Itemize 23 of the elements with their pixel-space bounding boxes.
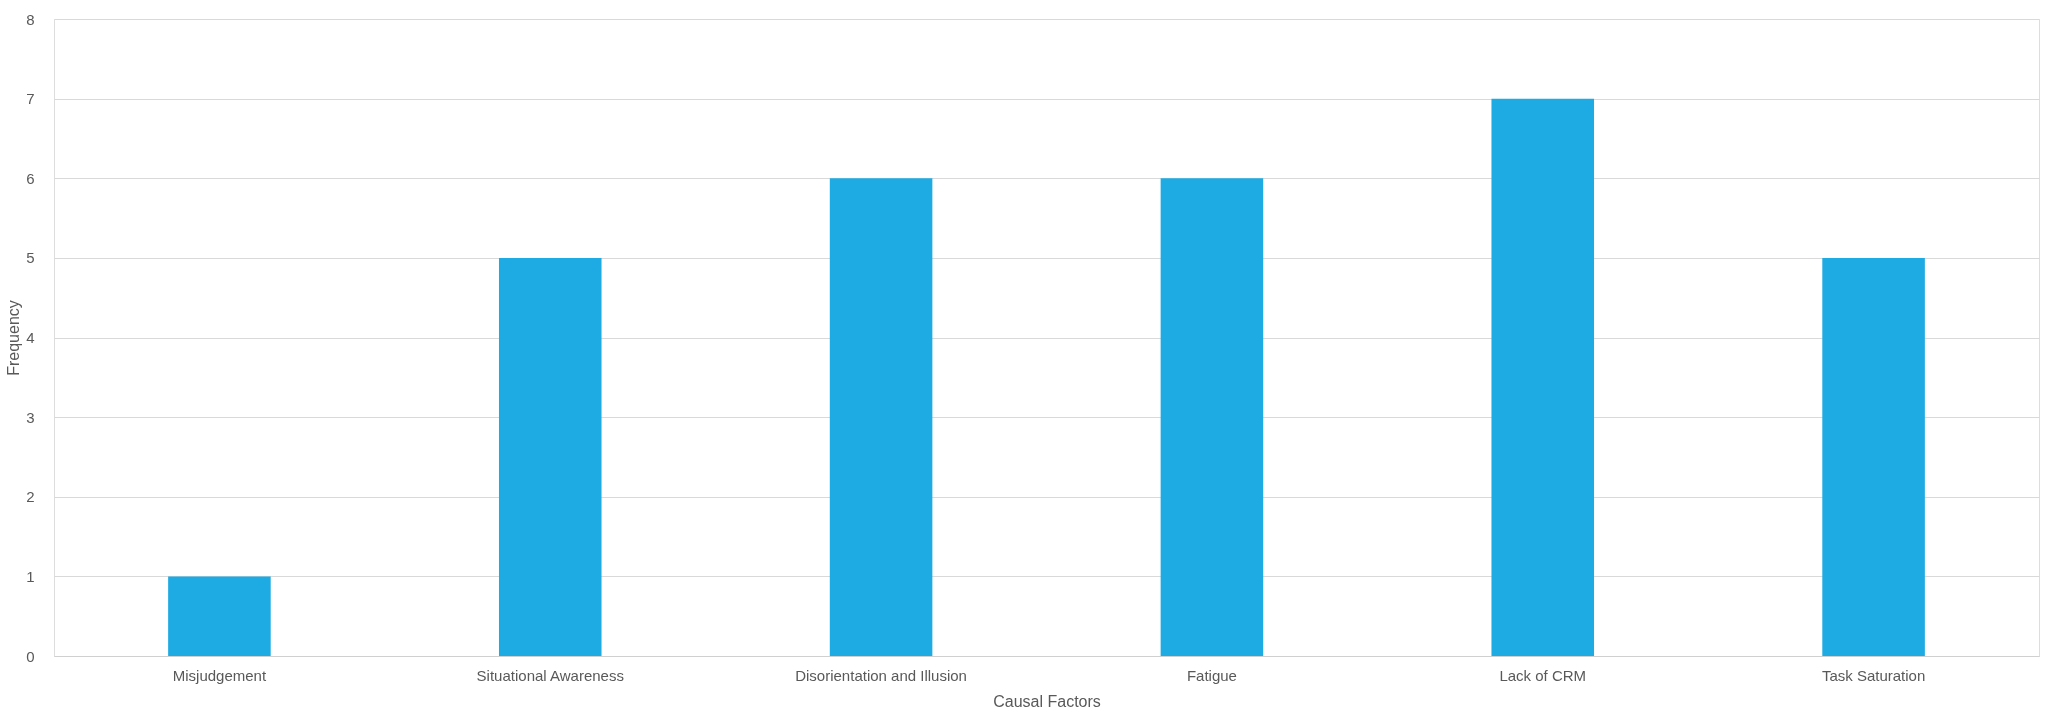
y-tick-label: 8 [26,10,35,28]
y-axis-title: Frequency [5,300,23,376]
x-tick-label: Disorientation and Illusion [795,666,967,684]
bar [168,576,271,656]
x-tick-label: Lack of CRM [1499,666,1587,684]
bar [1491,98,1595,656]
y-tick-label: 3 [26,408,35,426]
x-tick-label: Situational Awareness [476,666,624,684]
x-tick-label: Task Saturation [1821,666,1926,684]
x-axis-title: Causal Factors [993,692,1101,710]
y-tick-label: 2 [26,488,35,506]
y-tick-label: 4 [26,329,35,346]
y-tick-label: 0 [26,647,35,665]
bar [829,178,933,656]
y-tick-label: 1 [26,567,35,585]
y-tick-label: 7 [26,90,35,108]
y-tick-label: 6 [26,169,35,187]
bar [1160,178,1264,656]
x-tick-label: Misjudgement [172,666,267,684]
y-tick-label: 5 [26,249,35,267]
bar [498,257,602,656]
x-tick-label: Fatigue [1186,666,1237,684]
bar [1822,257,1925,656]
